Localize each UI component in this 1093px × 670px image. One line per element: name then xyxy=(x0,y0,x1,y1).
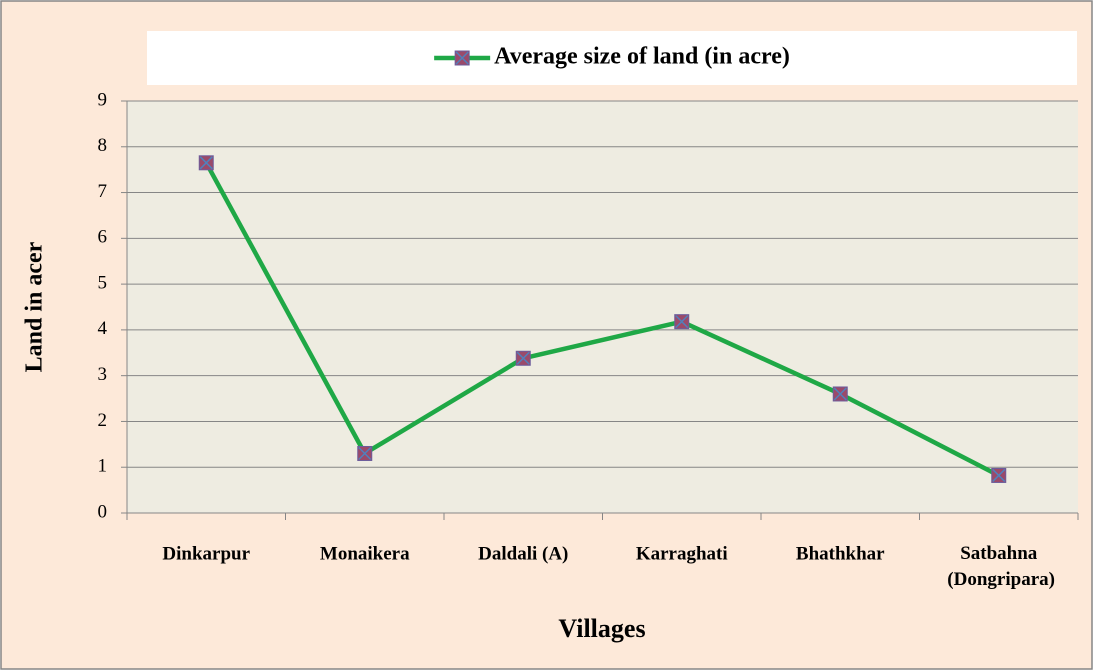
marker xyxy=(674,314,690,330)
y-axis-title: Land in acer xyxy=(22,241,48,372)
y-tick-label: 3 xyxy=(98,364,108,385)
marker xyxy=(454,50,470,66)
x-tick-label: Bhathkhar xyxy=(796,543,885,564)
y-tick-label: 1 xyxy=(98,456,108,477)
legend-box xyxy=(147,31,1077,85)
x-tick-label: Satbahna (Dongripara) xyxy=(943,543,1055,590)
y-tick-label: 7 xyxy=(98,181,108,202)
x-axis-title: Villages xyxy=(558,614,645,643)
marker-cross xyxy=(833,387,847,401)
marker xyxy=(198,155,214,171)
marker-cross xyxy=(358,446,372,461)
x-tick-label: Karraghati xyxy=(636,543,728,564)
x-tick-label: Daldali (A) xyxy=(478,543,568,564)
marker-cross xyxy=(199,156,213,170)
marker-cross xyxy=(455,51,469,65)
marker xyxy=(991,467,1007,483)
series-line xyxy=(204,161,1000,478)
y-tick-label: 2 xyxy=(98,410,108,431)
y-tick-label: 4 xyxy=(98,318,108,339)
legend-label: Average size of land (in acre) xyxy=(494,44,790,70)
y-tick-label: 5 xyxy=(98,272,108,293)
marker xyxy=(832,386,848,402)
y-tick-label: 0 xyxy=(98,501,108,522)
x-tick-label: Dinkarpur xyxy=(162,543,250,564)
plot-area xyxy=(127,101,1078,513)
y-tick-label: 8 xyxy=(98,135,108,156)
y-tick-label: 9 xyxy=(98,89,108,110)
marker-cross xyxy=(675,315,689,329)
marker xyxy=(357,445,373,461)
marker-cross xyxy=(992,468,1006,482)
x-tick-label: Monaikera xyxy=(320,543,410,564)
marker-cross xyxy=(516,351,530,365)
marker xyxy=(515,350,531,366)
y-tick-label: 6 xyxy=(98,227,108,248)
